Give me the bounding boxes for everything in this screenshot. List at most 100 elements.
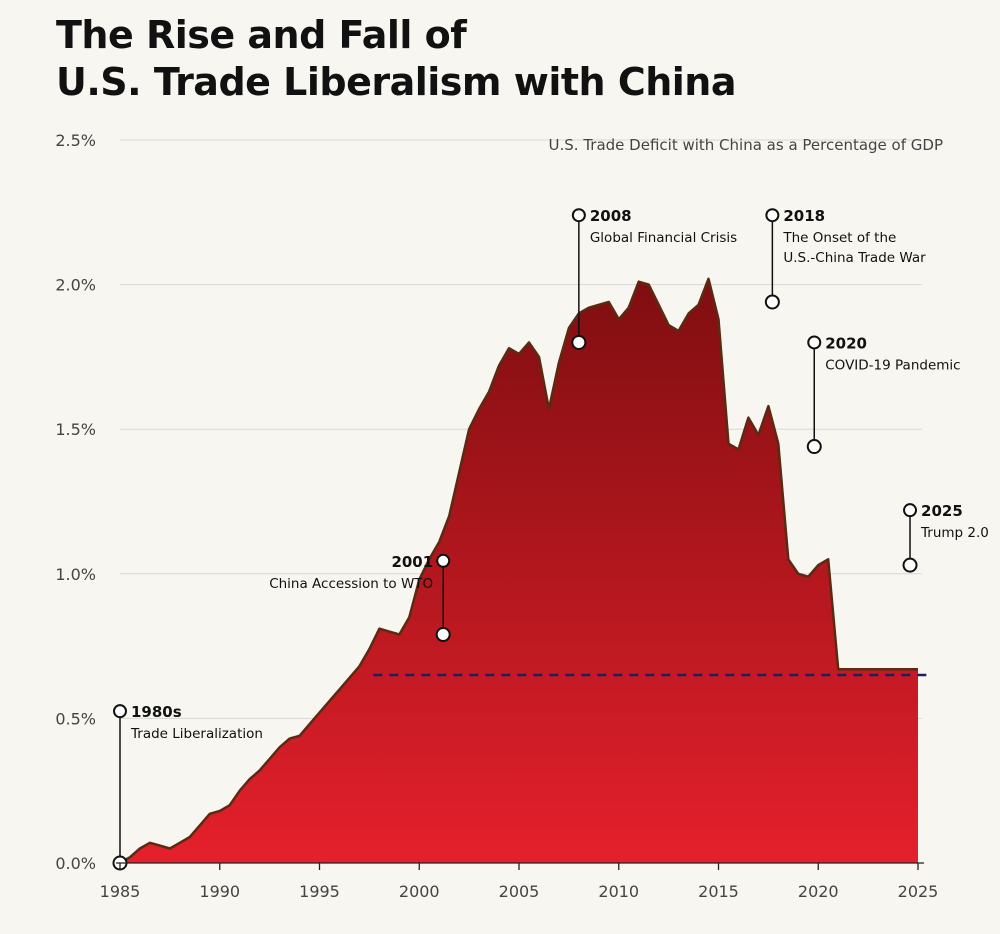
data-point — [557, 361, 560, 364]
data-point — [747, 416, 750, 419]
x-tick-label: 2005 — [499, 882, 540, 901]
data-point — [129, 856, 132, 859]
data-point — [208, 812, 211, 815]
data-point — [797, 572, 800, 575]
data-point — [837, 668, 840, 671]
data-point — [777, 442, 780, 445]
annotation-label: U.S.-China Trade War — [783, 250, 926, 266]
data-point — [278, 746, 281, 749]
data-point — [807, 575, 810, 578]
data-point — [737, 448, 740, 451]
data-point — [538, 355, 541, 358]
data-point — [877, 668, 880, 671]
data-point — [827, 558, 830, 561]
data-point — [458, 471, 461, 474]
annotation-2008: 2008 Global Financial Crisis — [571, 207, 737, 350]
data-point — [138, 847, 141, 850]
annotation-2018: 2018 The Onset of the U.S.-China Trade War — [764, 207, 926, 310]
annotations-layer: 1980s Trade Liberalization 2001 China Acces… — [112, 207, 989, 871]
annotation-point-marker — [806, 439, 822, 455]
data-point — [218, 809, 221, 812]
x-tick-label: 1990 — [199, 882, 240, 901]
data-point — [887, 668, 890, 671]
chart-title-line-2: U.S. Trade Liberalism with China — [56, 60, 737, 104]
chart-title-line-1: The Rise and Fall of — [56, 13, 467, 57]
data-point — [288, 737, 291, 740]
data-point — [448, 515, 451, 518]
data-point — [238, 789, 241, 792]
data-point — [398, 633, 401, 636]
data-point — [178, 841, 181, 844]
data-point — [597, 303, 600, 306]
annotation-point-marker — [435, 627, 451, 643]
annotation-pin-marker — [807, 335, 822, 350]
annotation-year: 2025 — [921, 502, 963, 520]
y-tick-label: 2.5% — [55, 131, 96, 150]
deficit-area-outline — [119, 277, 918, 865]
data-point — [258, 769, 261, 772]
data-point — [817, 564, 820, 567]
data-point — [158, 844, 161, 847]
data-point — [518, 353, 521, 356]
data-point — [567, 327, 570, 330]
data-point — [368, 648, 371, 651]
annotation-point-marker — [902, 557, 918, 573]
data-point — [378, 627, 381, 630]
chart-title: The Rise and Fall of U.S. Trade Liberali… — [56, 12, 737, 106]
annotation-pin-marker — [903, 503, 918, 518]
data-point — [438, 541, 441, 544]
x-tick-label: 2000 — [399, 882, 440, 901]
data-point — [547, 408, 550, 411]
y-tick-label: 1.5% — [55, 420, 96, 439]
y-tick-label: 2.0% — [55, 276, 96, 295]
data-point — [358, 665, 361, 668]
data-point — [667, 324, 670, 327]
chart-subtitle: U.S. Trade Deficit with China as a Perce… — [549, 136, 943, 154]
data-point — [338, 688, 341, 691]
data-point — [707, 277, 710, 280]
data-point — [767, 405, 770, 408]
data-point — [308, 723, 311, 726]
x-tick-label: 1985 — [100, 882, 141, 901]
data-point — [627, 306, 630, 309]
annotation-year: 2020 — [825, 334, 867, 352]
data-point — [498, 364, 501, 367]
data-point — [248, 778, 251, 781]
data-point — [917, 668, 920, 671]
annotation-pin-marker — [765, 208, 780, 223]
annotation-label: COVID-19 Pandemic — [825, 357, 960, 373]
data-point — [508, 347, 511, 350]
data-point — [687, 312, 690, 315]
x-tick-label: 2010 — [598, 882, 639, 901]
data-point — [528, 341, 531, 344]
data-point — [847, 668, 850, 671]
data-point — [148, 841, 151, 844]
deficit-area-fill — [120, 278, 918, 863]
data-point — [228, 804, 231, 807]
data-point — [727, 442, 730, 445]
data-point — [717, 318, 720, 321]
data-point — [637, 280, 640, 283]
data-point — [468, 428, 471, 431]
x-tick-label: 2015 — [698, 882, 739, 901]
annotation-year: 2001 — [391, 553, 433, 571]
data-point — [198, 824, 201, 827]
data-point — [188, 836, 191, 839]
data-point — [488, 390, 491, 393]
annotation-pin-marker — [436, 553, 451, 568]
area-layer — [119, 277, 920, 865]
axis-layer: 0.0% 0.5% 1.0% 1.5% 2.0% 2.5% 1985 1990 1995 2000… — [55, 131, 938, 901]
annotation-pin-marker — [113, 704, 127, 719]
data-point — [388, 630, 391, 633]
data-point — [907, 668, 910, 671]
data-point — [607, 301, 610, 304]
x-tick-label: 2025 — [898, 882, 939, 901]
data-point — [298, 734, 301, 737]
data-point — [897, 668, 900, 671]
annotation-year: 2008 — [590, 207, 632, 225]
data-point — [697, 303, 700, 306]
data-point — [677, 329, 680, 332]
data-point — [657, 303, 660, 306]
data-point — [587, 306, 590, 309]
